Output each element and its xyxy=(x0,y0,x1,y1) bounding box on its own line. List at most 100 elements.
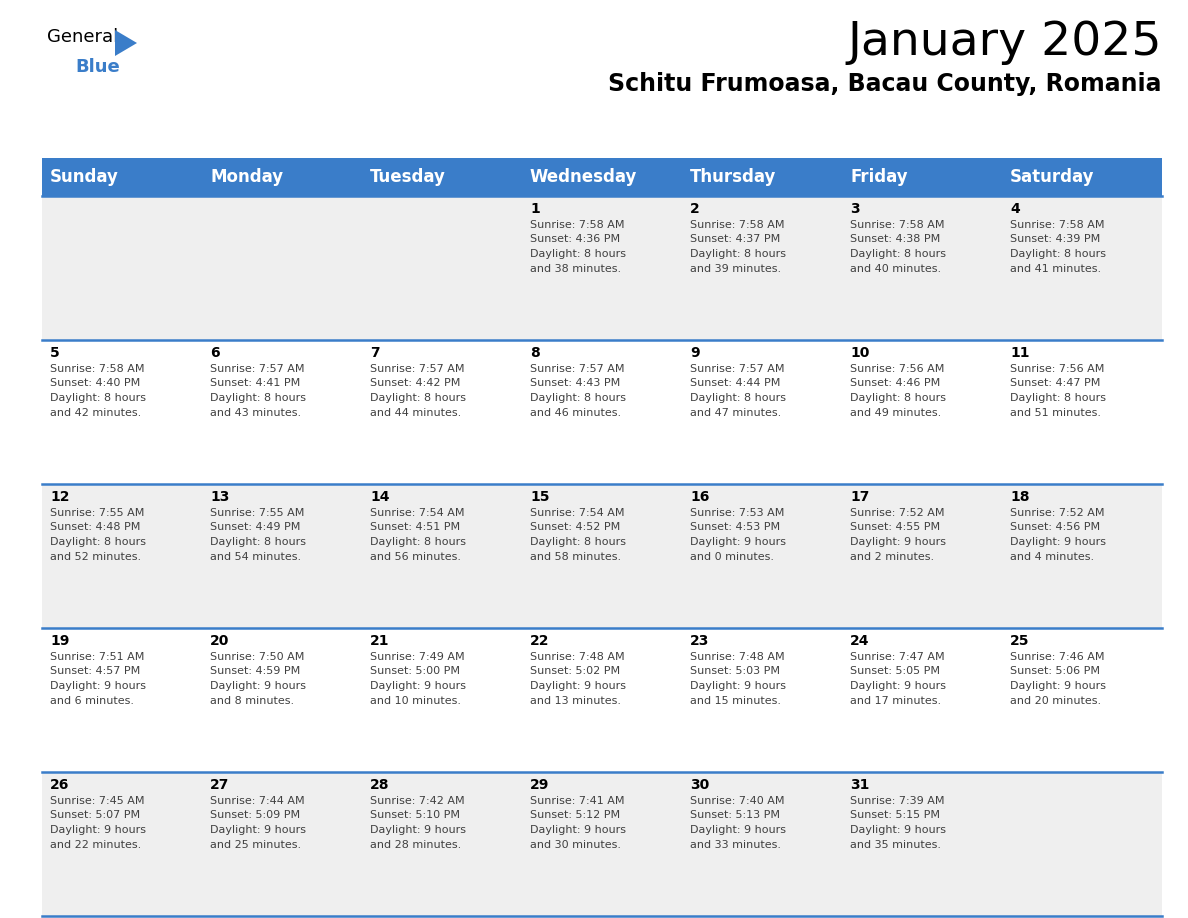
Text: 14: 14 xyxy=(369,490,390,504)
Text: Sunrise: 7:55 AM: Sunrise: 7:55 AM xyxy=(50,508,145,518)
Text: Sunset: 5:00 PM: Sunset: 5:00 PM xyxy=(369,666,460,677)
Text: Sunset: 4:39 PM: Sunset: 4:39 PM xyxy=(1010,234,1100,244)
Text: Sunset: 4:46 PM: Sunset: 4:46 PM xyxy=(849,378,940,388)
Text: and 22 minutes.: and 22 minutes. xyxy=(50,839,141,849)
Text: Sunrise: 7:53 AM: Sunrise: 7:53 AM xyxy=(690,508,784,518)
Text: Monday: Monday xyxy=(210,168,283,186)
Bar xyxy=(42,772,1162,916)
Text: and 33 minutes.: and 33 minutes. xyxy=(690,839,781,849)
Text: and 25 minutes.: and 25 minutes. xyxy=(210,839,301,849)
Text: Sunset: 5:15 PM: Sunset: 5:15 PM xyxy=(849,811,940,821)
Text: Daylight: 9 hours: Daylight: 9 hours xyxy=(690,825,786,835)
Text: and 43 minutes.: and 43 minutes. xyxy=(210,408,301,418)
Text: 30: 30 xyxy=(690,778,709,792)
Text: 29: 29 xyxy=(530,778,549,792)
Text: 16: 16 xyxy=(690,490,709,504)
Text: Sunrise: 7:58 AM: Sunrise: 7:58 AM xyxy=(530,220,625,230)
Text: Daylight: 8 hours: Daylight: 8 hours xyxy=(369,393,466,403)
Text: Sunrise: 7:42 AM: Sunrise: 7:42 AM xyxy=(369,796,465,806)
Text: 7: 7 xyxy=(369,346,380,360)
Text: Daylight: 8 hours: Daylight: 8 hours xyxy=(849,249,946,259)
Text: Daylight: 8 hours: Daylight: 8 hours xyxy=(369,537,466,547)
Text: Daylight: 8 hours: Daylight: 8 hours xyxy=(50,393,146,403)
Text: 4: 4 xyxy=(1010,202,1019,216)
Text: Sunset: 4:56 PM: Sunset: 4:56 PM xyxy=(1010,522,1100,532)
Text: Sunset: 4:51 PM: Sunset: 4:51 PM xyxy=(369,522,460,532)
Text: General: General xyxy=(48,28,119,46)
Text: Sunset: 4:47 PM: Sunset: 4:47 PM xyxy=(1010,378,1100,388)
Text: 3: 3 xyxy=(849,202,860,216)
Text: Sunrise: 7:40 AM: Sunrise: 7:40 AM xyxy=(690,796,784,806)
Text: Daylight: 9 hours: Daylight: 9 hours xyxy=(849,825,946,835)
Text: Sunset: 4:42 PM: Sunset: 4:42 PM xyxy=(369,378,461,388)
Text: and 13 minutes.: and 13 minutes. xyxy=(530,696,621,706)
Text: 15: 15 xyxy=(530,490,550,504)
Text: and 49 minutes.: and 49 minutes. xyxy=(849,408,941,418)
Text: Daylight: 8 hours: Daylight: 8 hours xyxy=(1010,249,1106,259)
Text: 13: 13 xyxy=(210,490,229,504)
Text: Sunset: 5:02 PM: Sunset: 5:02 PM xyxy=(530,666,620,677)
Text: 17: 17 xyxy=(849,490,870,504)
Text: and 42 minutes.: and 42 minutes. xyxy=(50,408,141,418)
Text: Wednesday: Wednesday xyxy=(530,168,638,186)
Text: Sunset: 4:59 PM: Sunset: 4:59 PM xyxy=(210,666,301,677)
Text: Daylight: 8 hours: Daylight: 8 hours xyxy=(1010,393,1106,403)
Text: 12: 12 xyxy=(50,490,70,504)
Text: Daylight: 9 hours: Daylight: 9 hours xyxy=(50,681,146,691)
Text: Daylight: 8 hours: Daylight: 8 hours xyxy=(530,393,626,403)
Text: 20: 20 xyxy=(210,634,229,648)
Text: January 2025: January 2025 xyxy=(847,20,1162,65)
Text: Daylight: 8 hours: Daylight: 8 hours xyxy=(530,537,626,547)
Text: 18: 18 xyxy=(1010,490,1030,504)
Text: Sunset: 4:53 PM: Sunset: 4:53 PM xyxy=(690,522,781,532)
Text: Sunrise: 7:57 AM: Sunrise: 7:57 AM xyxy=(210,364,304,374)
Text: Sunrise: 7:52 AM: Sunrise: 7:52 AM xyxy=(849,508,944,518)
Text: Sunset: 5:13 PM: Sunset: 5:13 PM xyxy=(690,811,781,821)
Bar xyxy=(42,628,1162,772)
Text: Sunset: 5:10 PM: Sunset: 5:10 PM xyxy=(369,811,460,821)
Text: 5: 5 xyxy=(50,346,59,360)
Text: Daylight: 9 hours: Daylight: 9 hours xyxy=(369,825,466,835)
Text: 8: 8 xyxy=(530,346,539,360)
Text: 26: 26 xyxy=(50,778,69,792)
Text: Daylight: 8 hours: Daylight: 8 hours xyxy=(210,393,307,403)
Text: Daylight: 8 hours: Daylight: 8 hours xyxy=(210,537,307,547)
Text: Sunset: 5:09 PM: Sunset: 5:09 PM xyxy=(210,811,301,821)
Text: and 20 minutes.: and 20 minutes. xyxy=(1010,696,1101,706)
Text: Sunrise: 7:48 AM: Sunrise: 7:48 AM xyxy=(530,652,625,662)
Text: and 30 minutes.: and 30 minutes. xyxy=(530,839,621,849)
Text: and 44 minutes.: and 44 minutes. xyxy=(369,408,461,418)
Text: and 8 minutes.: and 8 minutes. xyxy=(210,696,295,706)
Text: and 54 minutes.: and 54 minutes. xyxy=(210,552,301,562)
Text: Sunset: 4:40 PM: Sunset: 4:40 PM xyxy=(50,378,140,388)
Text: and 15 minutes.: and 15 minutes. xyxy=(690,696,781,706)
Text: Sunrise: 7:44 AM: Sunrise: 7:44 AM xyxy=(210,796,304,806)
Text: Sunrise: 7:55 AM: Sunrise: 7:55 AM xyxy=(210,508,304,518)
Text: and 46 minutes.: and 46 minutes. xyxy=(530,408,621,418)
Text: 1: 1 xyxy=(530,202,539,216)
Text: Sunday: Sunday xyxy=(50,168,119,186)
Text: and 10 minutes.: and 10 minutes. xyxy=(369,696,461,706)
Text: Sunset: 5:03 PM: Sunset: 5:03 PM xyxy=(690,666,781,677)
Text: Sunrise: 7:57 AM: Sunrise: 7:57 AM xyxy=(369,364,465,374)
Text: and 17 minutes.: and 17 minutes. xyxy=(849,696,941,706)
Bar xyxy=(42,196,1162,340)
Text: Daylight: 9 hours: Daylight: 9 hours xyxy=(849,537,946,547)
Text: Daylight: 9 hours: Daylight: 9 hours xyxy=(690,537,786,547)
Text: Sunset: 5:07 PM: Sunset: 5:07 PM xyxy=(50,811,140,821)
Text: Sunrise: 7:58 AM: Sunrise: 7:58 AM xyxy=(849,220,944,230)
Text: Sunset: 5:05 PM: Sunset: 5:05 PM xyxy=(849,666,940,677)
Text: and 4 minutes.: and 4 minutes. xyxy=(1010,552,1094,562)
Text: and 41 minutes.: and 41 minutes. xyxy=(1010,263,1101,274)
Text: Sunset: 4:49 PM: Sunset: 4:49 PM xyxy=(210,522,301,532)
Text: Sunrise: 7:58 AM: Sunrise: 7:58 AM xyxy=(50,364,145,374)
Text: Daylight: 9 hours: Daylight: 9 hours xyxy=(50,825,146,835)
Text: Daylight: 8 hours: Daylight: 8 hours xyxy=(849,393,946,403)
Text: Daylight: 9 hours: Daylight: 9 hours xyxy=(210,681,307,691)
Text: Daylight: 9 hours: Daylight: 9 hours xyxy=(210,825,307,835)
Text: 21: 21 xyxy=(369,634,390,648)
Text: Sunset: 4:57 PM: Sunset: 4:57 PM xyxy=(50,666,140,677)
Text: Sunrise: 7:58 AM: Sunrise: 7:58 AM xyxy=(1010,220,1105,230)
Text: and 51 minutes.: and 51 minutes. xyxy=(1010,408,1101,418)
Text: and 2 minutes.: and 2 minutes. xyxy=(849,552,934,562)
